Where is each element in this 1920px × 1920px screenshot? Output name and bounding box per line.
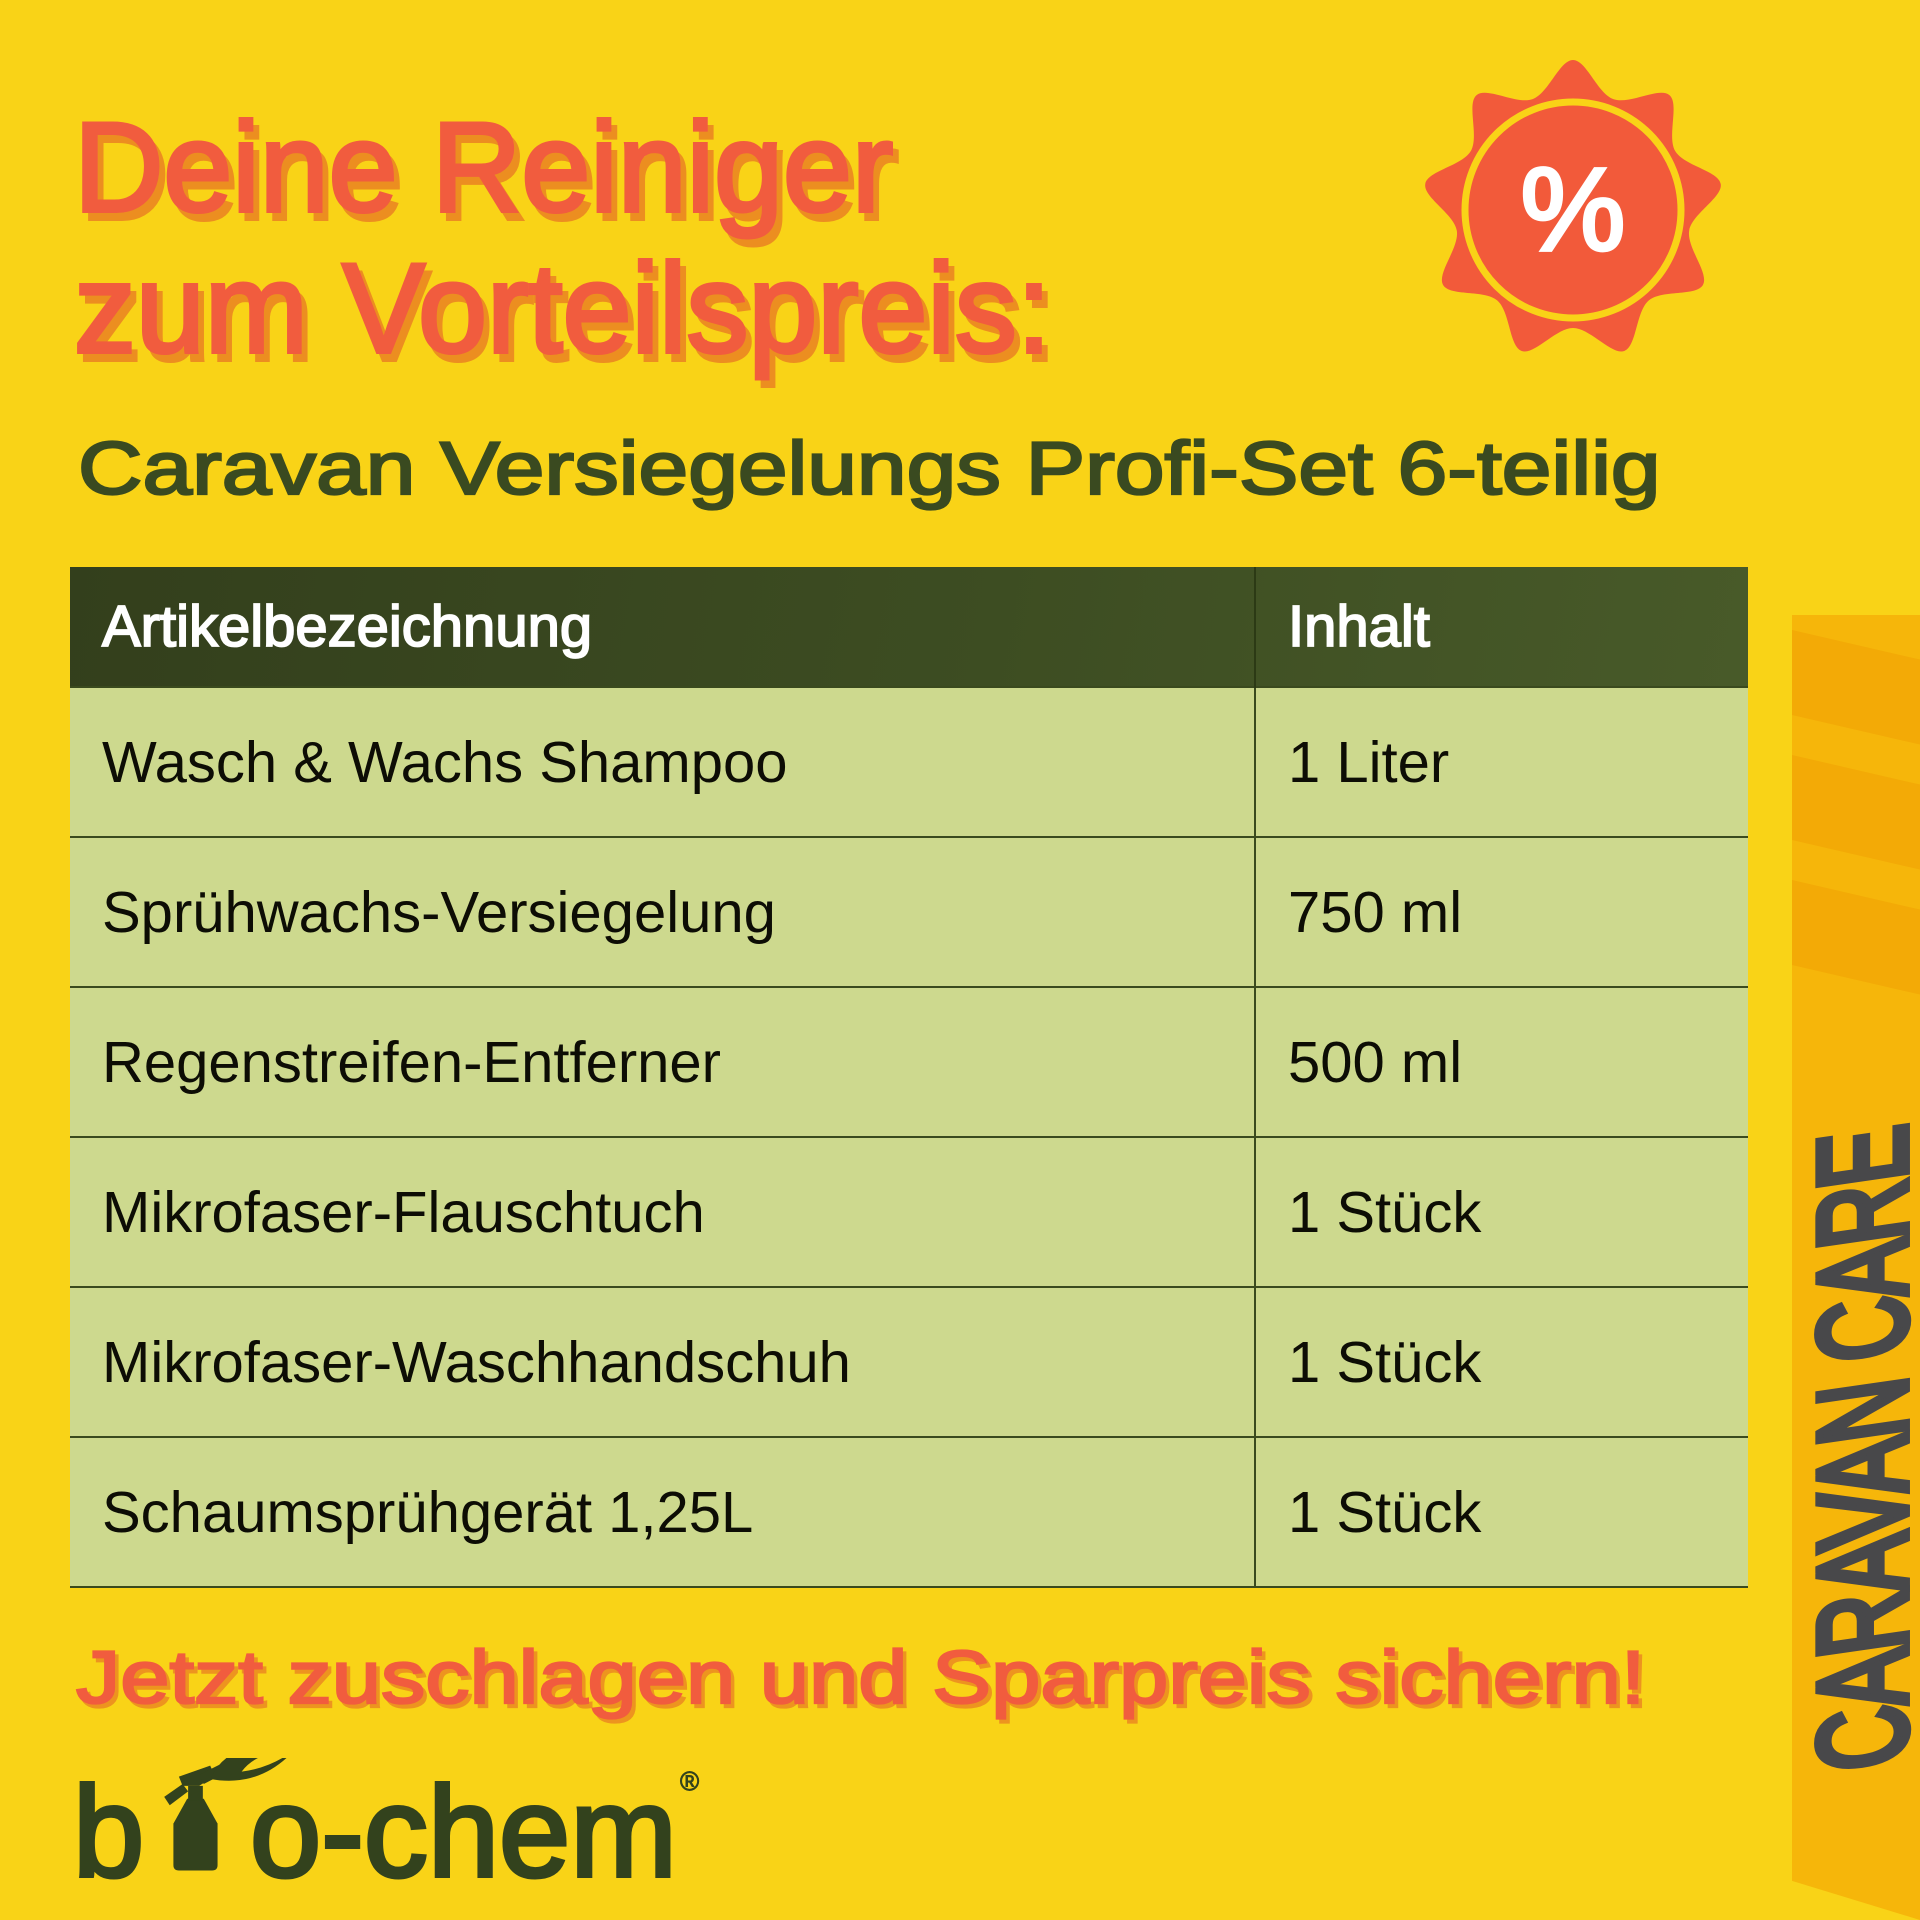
svg-text:b: b	[75, 1761, 144, 1904]
svg-text:o-chem: o-chem	[250, 1761, 677, 1904]
